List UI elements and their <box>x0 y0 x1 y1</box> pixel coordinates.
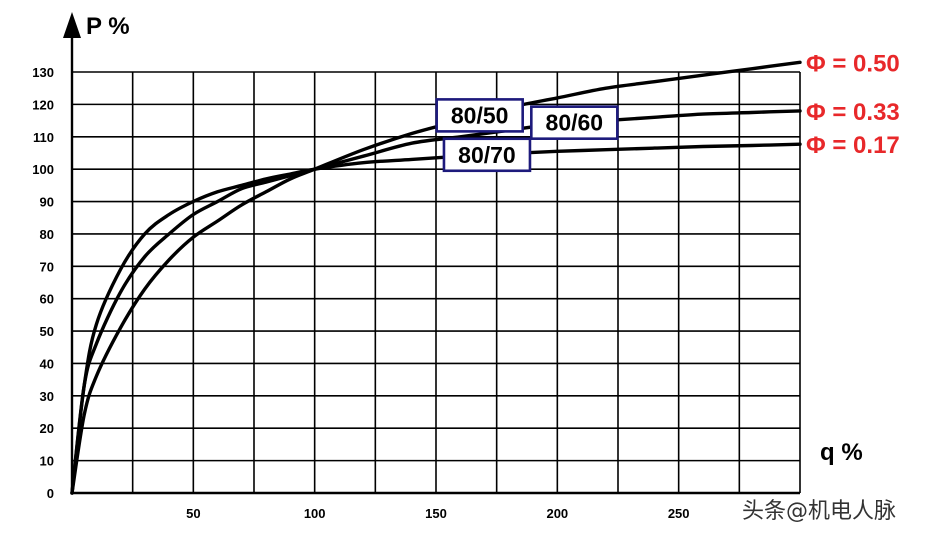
series-label-text: 80/60 <box>546 110 604 136</box>
y-tick-label: 130 <box>32 65 54 80</box>
axes <box>63 12 800 495</box>
series-label-box <box>442 137 532 173</box>
y-tick-label: 20 <box>40 421 54 436</box>
phi-labels: Φ = 0.50 Φ = 0.33 Φ = 0.17 <box>806 50 900 159</box>
y-tick-label: 120 <box>32 97 54 112</box>
x-tick-label: 100 <box>304 506 326 521</box>
y-tick-label: 80 <box>40 227 54 242</box>
grid <box>72 71 801 493</box>
x-axis-title: q % <box>820 439 863 466</box>
series-labels: 80/50 80/60 80/70 <box>435 98 619 173</box>
x-tick-label: 50 <box>186 506 200 521</box>
watermark-text: 头条@机电人脉 <box>742 499 896 524</box>
x-tick-label: 250 <box>668 506 690 521</box>
y-tick-label: 60 <box>40 292 54 307</box>
series-label-box <box>530 105 619 140</box>
y-tick-label: 40 <box>40 356 54 371</box>
x-tick-label: 150 <box>425 506 447 521</box>
series-label-box <box>435 98 524 133</box>
y-tick-label: 50 <box>40 324 54 339</box>
y-tick-label: 110 <box>33 130 54 145</box>
y-axis-title: P % <box>86 13 130 40</box>
series-label-text: 80/70 <box>458 142 516 168</box>
series-line <box>70 142 802 495</box>
y-axis-arrow <box>63 12 81 38</box>
phi-label: Φ = 0.50 <box>806 50 900 77</box>
y-tick-label: 30 <box>40 389 54 404</box>
y-tick-label: 0 <box>47 486 54 501</box>
tick-labels: 0 10 20 30 40 50 60 70 80 90 100 110 120 130 50 100 150 2… <box>32 65 689 521</box>
y-tick-label: 10 <box>40 454 54 469</box>
phi-label: Φ = 0.33 <box>806 99 900 126</box>
y-tick-label: 70 <box>40 259 54 274</box>
phi-label: Φ = 0.17 <box>806 132 900 159</box>
y-tick-label: 100 <box>32 162 54 177</box>
x-tick-label: 200 <box>546 506 568 521</box>
series-label-text: 80/50 <box>451 102 509 128</box>
y-tick-label: 90 <box>40 195 54 210</box>
curves <box>70 60 802 495</box>
series-line <box>70 60 802 495</box>
